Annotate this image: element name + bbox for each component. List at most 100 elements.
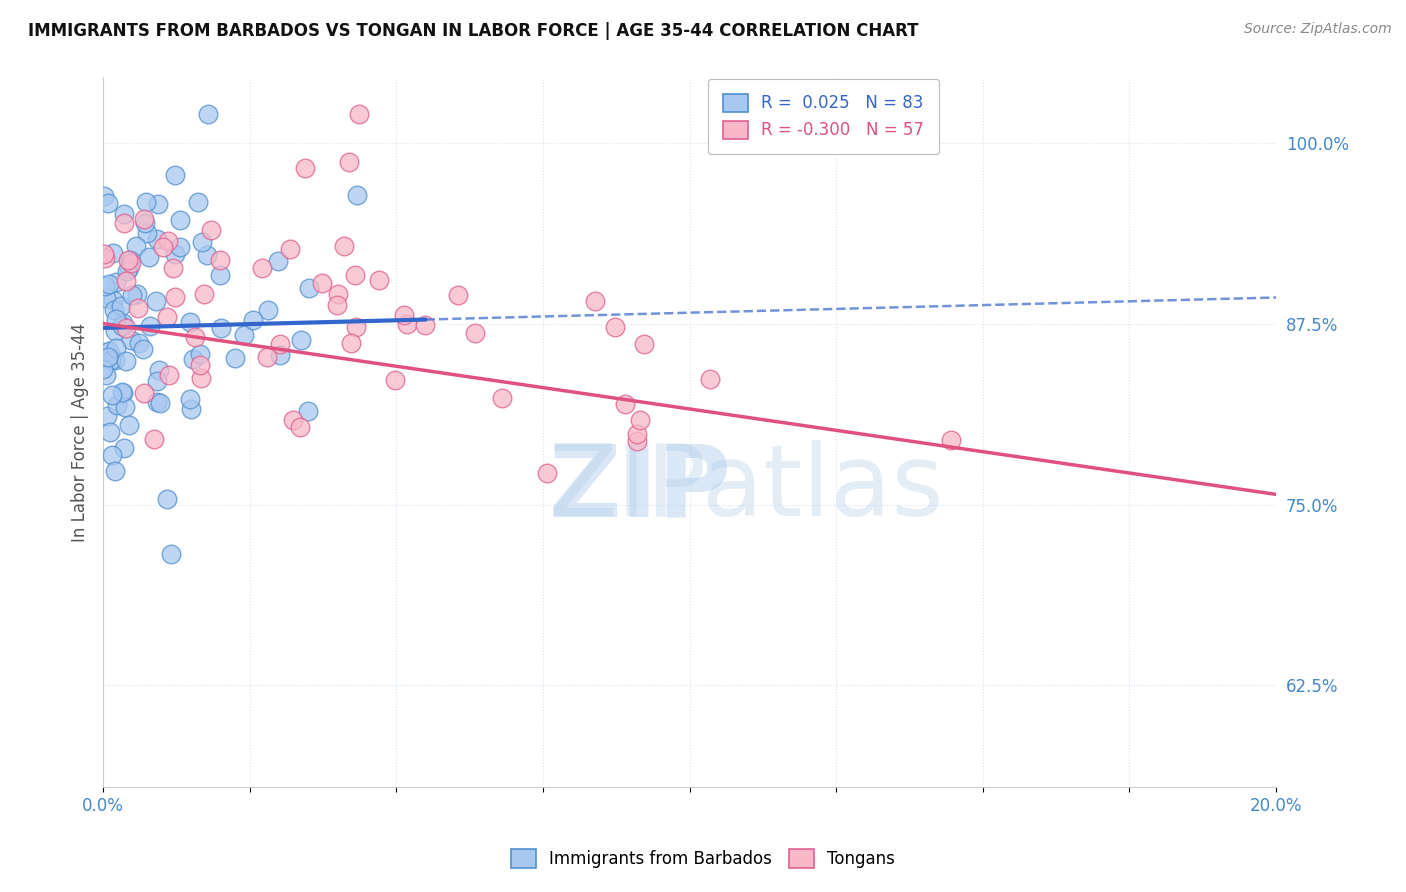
- Text: ZIPatlas: ZIPatlas: [548, 441, 945, 537]
- Point: [290, 334, 312, 348]
- Point: [115, 354, 138, 368]
- Point: [583, 293, 606, 308]
- Point: [104, 341, 127, 355]
- Point: [128, 335, 150, 350]
- Point: [536, 467, 558, 481]
- Point: [256, 350, 278, 364]
- Point: [112, 386, 135, 401]
- Point: [115, 321, 138, 335]
- Point: [104, 324, 127, 338]
- Point: [148, 363, 170, 377]
- Point: [94, 368, 117, 383]
- Point: [112, 441, 135, 455]
- Point: [149, 396, 172, 410]
- Point: [347, 106, 370, 120]
- Point: [97, 350, 120, 364]
- Point: [183, 352, 205, 367]
- Point: [256, 303, 278, 318]
- Point: [97, 196, 120, 211]
- Point: [156, 491, 179, 506]
- Point: [188, 347, 211, 361]
- Point: [328, 286, 350, 301]
- Point: [125, 239, 148, 253]
- Point: [447, 288, 470, 302]
- Point: [159, 547, 181, 561]
- Point: [464, 326, 486, 340]
- Point: [120, 333, 142, 347]
- Point: [180, 401, 202, 416]
- Point: [145, 394, 167, 409]
- Point: [143, 432, 166, 446]
- Point: [93, 361, 115, 376]
- Point: [603, 320, 626, 334]
- Point: [120, 256, 142, 270]
- Point: [157, 368, 180, 382]
- Point: [224, 351, 246, 366]
- Point: [134, 217, 156, 231]
- Point: [112, 215, 135, 229]
- Point: [197, 106, 219, 120]
- Point: [101, 245, 124, 260]
- Point: [145, 374, 167, 388]
- Point: [105, 275, 128, 289]
- Point: [290, 420, 312, 434]
- Point: [395, 317, 418, 331]
- Point: [337, 154, 360, 169]
- Point: [242, 312, 264, 326]
- Point: [343, 268, 366, 282]
- Y-axis label: In Labor Force | Age 35-44: In Labor Force | Age 35-44: [72, 323, 89, 541]
- Point: [94, 291, 117, 305]
- Point: [188, 358, 211, 372]
- Legend: Immigrants from Barbados, Tongans: Immigrants from Barbados, Tongans: [505, 843, 901, 875]
- Point: [146, 232, 169, 246]
- Point: [93, 246, 115, 260]
- Point: [96, 409, 118, 423]
- Point: [105, 311, 128, 326]
- Point: [311, 276, 333, 290]
- Point: [195, 248, 218, 262]
- Point: [187, 194, 209, 209]
- Point: [297, 404, 319, 418]
- Point: [169, 240, 191, 254]
- Point: [179, 392, 201, 406]
- Point: [118, 417, 141, 432]
- Point: [101, 448, 124, 462]
- Point: [628, 413, 651, 427]
- Point: [135, 227, 157, 241]
- Point: [127, 287, 149, 301]
- Point: [105, 398, 128, 412]
- Point: [208, 268, 231, 282]
- Point: [392, 308, 415, 322]
- Point: [132, 343, 155, 357]
- Point: [111, 385, 134, 400]
- Point: [98, 343, 121, 358]
- Point: [232, 327, 254, 342]
- Point: [626, 426, 648, 441]
- Point: [266, 253, 288, 268]
- Point: [98, 425, 121, 439]
- Point: [103, 303, 125, 318]
- Point: [209, 252, 232, 267]
- Point: [339, 336, 361, 351]
- Point: [165, 168, 187, 182]
- Point: [114, 207, 136, 221]
- Point: [209, 320, 232, 334]
- Point: [100, 352, 122, 367]
- Point: [111, 318, 134, 333]
- Point: [269, 337, 291, 351]
- Point: [326, 298, 349, 312]
- Point: [110, 299, 132, 313]
- Point: [346, 188, 368, 202]
- Point: [96, 345, 118, 359]
- Point: [162, 261, 184, 276]
- Point: [193, 287, 215, 301]
- Point: [200, 223, 222, 237]
- Point: [152, 240, 174, 254]
- Point: [165, 247, 187, 261]
- Point: [94, 251, 117, 265]
- Point: [121, 288, 143, 302]
- Point: [626, 434, 648, 448]
- Point: [118, 261, 141, 276]
- Point: [190, 371, 212, 385]
- Point: [939, 434, 962, 448]
